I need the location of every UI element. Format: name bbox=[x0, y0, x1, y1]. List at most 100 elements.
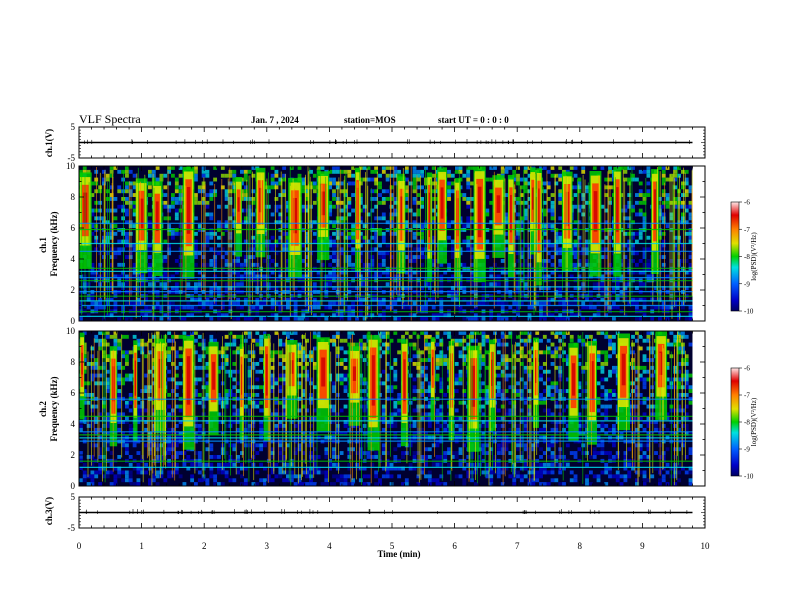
spectrogram-cell bbox=[335, 313, 340, 318]
spectrogram-cell bbox=[297, 478, 302, 483]
spectrogram-cell bbox=[431, 208, 436, 213]
spectrogram-cell bbox=[312, 408, 317, 413]
spectrogram-cell bbox=[450, 243, 455, 248]
spectrogram-cell bbox=[335, 424, 340, 428]
spectrogram-cell bbox=[661, 169, 666, 174]
spectrogram-cell bbox=[542, 286, 547, 290]
spectrogram-cell bbox=[197, 358, 202, 362]
spectrogram-cell bbox=[358, 389, 363, 393]
spectrogram-cell bbox=[473, 317, 478, 321]
spectrogram-cell bbox=[121, 354, 126, 359]
spectrogram-cell bbox=[309, 350, 313, 355]
spectrogram-cell bbox=[209, 286, 214, 290]
spectrogram-cell bbox=[301, 185, 306, 190]
spectrogram-cell bbox=[125, 373, 129, 378]
spectrogram-cell bbox=[282, 189, 287, 194]
spectrogram-cell bbox=[558, 313, 563, 318]
spectrogram-cell bbox=[550, 208, 555, 213]
spectrogram-cell bbox=[301, 259, 306, 263]
spectrogram-cell bbox=[332, 224, 336, 228]
spectrogram-cell bbox=[282, 377, 287, 382]
spectrogram-cell bbox=[458, 166, 463, 170]
spectrogram-cell bbox=[282, 354, 287, 359]
spectrogram-cell bbox=[673, 305, 678, 310]
spectrogram-cell bbox=[324, 317, 329, 321]
spectrogram-cell bbox=[305, 247, 310, 252]
spectrogram-cell bbox=[174, 231, 179, 236]
spectrogram-cell bbox=[167, 377, 172, 382]
spectrogram-cell bbox=[516, 177, 520, 182]
spectrogram-cell bbox=[278, 270, 283, 275]
spectrogram-cell bbox=[132, 262, 137, 267]
spectrogram-cell bbox=[167, 274, 172, 279]
spectrogram-cell bbox=[243, 197, 248, 201]
spectrogram-cell bbox=[385, 166, 390, 170]
spectrogram-cell bbox=[661, 212, 666, 217]
spectrogram-cell bbox=[312, 431, 317, 436]
spectrogram-cell bbox=[550, 262, 555, 267]
spectrogram-cell bbox=[174, 451, 179, 455]
spectrogram-cell bbox=[312, 362, 317, 366]
spectrogram-cell bbox=[232, 173, 237, 178]
spectrogram-cell bbox=[259, 447, 264, 452]
spectrogram-cell bbox=[389, 412, 394, 417]
spectrogram-cell bbox=[236, 466, 241, 471]
spectrogram-cell bbox=[259, 431, 264, 436]
spectrogram-cell bbox=[132, 212, 137, 217]
spectrogram-cell bbox=[247, 408, 252, 413]
spectrogram-cell bbox=[174, 334, 179, 339]
spectrogram-cell bbox=[305, 208, 310, 213]
spectrogram-cell bbox=[282, 305, 287, 310]
spectrogram-cell bbox=[144, 297, 149, 302]
emission-burst bbox=[428, 192, 431, 237]
spectrogram-cell bbox=[374, 455, 379, 459]
spectrogram-cell bbox=[684, 189, 689, 194]
spectrogram-cell bbox=[171, 389, 175, 393]
spectrogram-cell bbox=[504, 193, 509, 197]
spectrogram-cell bbox=[412, 189, 417, 194]
spectrogram-cell bbox=[381, 301, 386, 306]
spectrogram-cell bbox=[305, 185, 310, 190]
spectrogram-cell bbox=[638, 259, 643, 263]
spectrogram-cell bbox=[669, 305, 674, 310]
spectrogram-cell bbox=[86, 474, 91, 479]
spectrogram-cell bbox=[589, 317, 593, 321]
spectrogram-cell bbox=[259, 420, 264, 424]
spectrogram-cell bbox=[546, 239, 551, 244]
spectrogram-cell bbox=[381, 474, 386, 479]
spectrogram-cell bbox=[619, 259, 624, 263]
spectrogram-cell bbox=[339, 313, 344, 318]
spectrogram-cell bbox=[381, 427, 386, 432]
spectrogram-cell bbox=[174, 305, 179, 310]
spectrogram-cell bbox=[148, 262, 152, 267]
spectrogram-cell bbox=[374, 239, 379, 244]
spectrogram-cell bbox=[546, 301, 551, 306]
spectrogram-cell bbox=[232, 408, 237, 413]
spectrogram-cell bbox=[358, 404, 363, 409]
spectrogram-cell bbox=[266, 259, 271, 263]
spectrogram-cell bbox=[374, 181, 379, 186]
spectrogram-cell bbox=[102, 181, 106, 186]
spectrogram-cell bbox=[358, 377, 363, 382]
spectrogram-cell bbox=[381, 331, 386, 335]
spectrogram-cell bbox=[220, 301, 225, 306]
spectrogram-cell bbox=[194, 169, 198, 174]
spectrogram-cell bbox=[163, 204, 168, 209]
spectrogram-cell bbox=[125, 282, 129, 287]
spectrogram-cell bbox=[550, 173, 555, 178]
spectrogram-cell bbox=[113, 197, 118, 201]
spectrogram-cell bbox=[362, 334, 367, 339]
spectrogram-cell bbox=[558, 216, 563, 221]
spectrogram-cell bbox=[282, 462, 287, 467]
spectrogram-cell bbox=[504, 317, 509, 321]
spectrogram-cell bbox=[282, 342, 287, 347]
spectrogram-cell bbox=[224, 313, 229, 318]
spectrogram-cell bbox=[431, 235, 436, 240]
spectrogram-cell bbox=[220, 451, 225, 455]
spectrogram-cell bbox=[427, 297, 432, 302]
spectrogram-cell bbox=[136, 416, 141, 421]
spectrogram-cell bbox=[190, 305, 195, 310]
spectrogram-cell bbox=[408, 255, 413, 259]
spectrogram-cell bbox=[450, 181, 455, 186]
spectrogram-cell bbox=[282, 331, 287, 335]
